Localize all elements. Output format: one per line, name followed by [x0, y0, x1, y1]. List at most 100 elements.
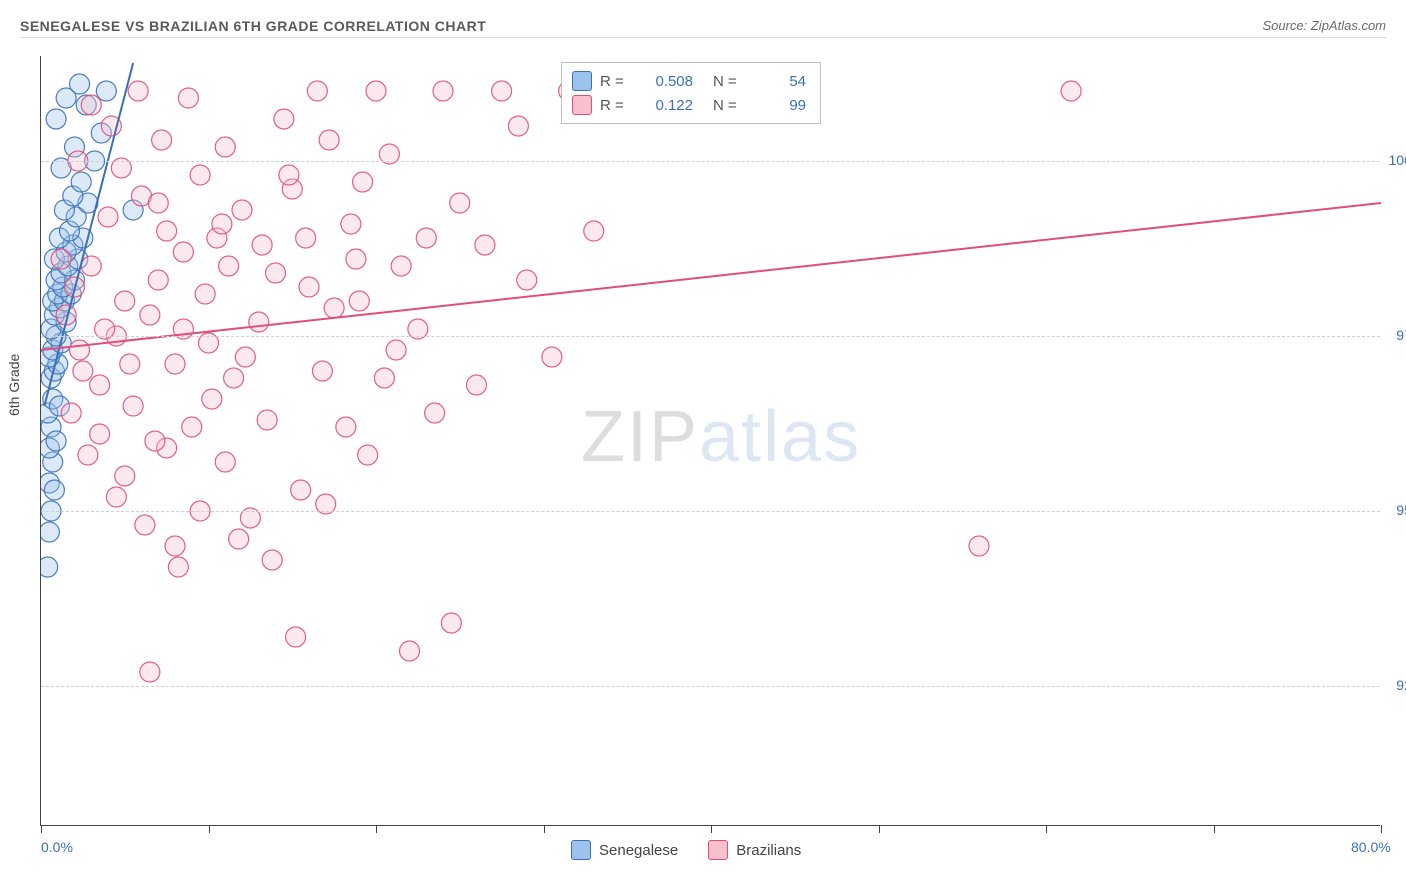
data-point	[157, 221, 177, 241]
data-point	[467, 375, 487, 395]
data-point	[71, 172, 91, 192]
data-point	[140, 305, 160, 325]
data-point	[106, 487, 126, 507]
series-legend: SenegaleseBrazilians	[571, 840, 801, 860]
data-point	[115, 291, 135, 311]
chart-plot-area: ZIPatlas R =0.508N =54R =0.122N =99 Sene…	[40, 56, 1380, 826]
data-point	[312, 361, 332, 381]
data-point	[266, 263, 286, 283]
data-point	[391, 256, 411, 276]
source-attribution: Source: ZipAtlas.com	[1262, 18, 1386, 33]
data-point	[299, 277, 319, 297]
gridline	[41, 686, 1380, 687]
data-point	[517, 270, 537, 290]
r-value: 0.122	[638, 97, 693, 114]
trend-line	[41, 203, 1381, 350]
r-value: 0.508	[638, 73, 693, 90]
data-point	[115, 466, 135, 486]
data-point	[346, 249, 366, 269]
r-label: R =	[600, 97, 630, 114]
data-point	[235, 347, 255, 367]
data-point	[81, 95, 101, 115]
data-point	[358, 445, 378, 465]
y-tick-label: 100.0%	[1389, 152, 1406, 168]
gridline	[41, 161, 1380, 162]
data-point	[41, 557, 58, 577]
n-value: 99	[751, 97, 806, 114]
data-point	[1061, 81, 1081, 101]
legend-item: Brazilians	[708, 840, 801, 860]
y-tick-label: 95.0%	[1396, 502, 1406, 518]
y-axis-label: 6th Grade	[6, 354, 22, 416]
data-point	[195, 284, 215, 304]
data-point	[341, 214, 361, 234]
scatter-plot-svg	[41, 56, 1381, 826]
data-point	[44, 480, 64, 500]
legend-swatch	[572, 71, 592, 91]
data-point	[135, 515, 155, 535]
data-point	[324, 298, 344, 318]
chart-title: SENEGALESE VS BRAZILIAN 6TH GRADE CORREL…	[20, 18, 486, 34]
data-point	[336, 417, 356, 437]
n-label: N =	[713, 73, 743, 90]
x-tick-label: 0.0%	[41, 839, 73, 855]
data-point	[78, 445, 98, 465]
data-point	[286, 627, 306, 647]
data-point	[274, 109, 294, 129]
data-point	[173, 242, 193, 262]
data-point	[96, 81, 116, 101]
data-point	[353, 172, 373, 192]
legend-swatch	[572, 95, 592, 115]
data-point	[165, 536, 185, 556]
x-tick	[711, 825, 712, 833]
data-point	[90, 375, 110, 395]
data-point	[128, 81, 148, 101]
x-tick	[209, 825, 210, 833]
data-point	[492, 81, 512, 101]
r-label: R =	[600, 73, 630, 90]
data-point	[319, 130, 339, 150]
data-point	[120, 354, 140, 374]
data-point	[386, 340, 406, 360]
data-point	[51, 249, 71, 269]
x-tick	[1046, 825, 1047, 833]
data-point	[182, 417, 202, 437]
data-point	[148, 270, 168, 290]
legend-swatch	[571, 840, 591, 860]
data-point	[219, 256, 239, 276]
data-point	[584, 221, 604, 241]
x-tick	[544, 825, 545, 833]
data-point	[81, 256, 101, 276]
data-point	[450, 193, 470, 213]
data-point	[168, 557, 188, 577]
data-point	[70, 340, 90, 360]
n-label: N =	[713, 97, 743, 114]
data-point	[41, 522, 59, 542]
x-tick	[1214, 825, 1215, 833]
data-point	[291, 480, 311, 500]
data-point	[262, 550, 282, 570]
gridline	[41, 336, 1380, 337]
y-tick-label: 97.5%	[1396, 327, 1406, 343]
data-point	[229, 529, 249, 549]
data-point	[98, 207, 118, 227]
data-point	[190, 165, 210, 185]
data-point	[70, 74, 90, 94]
data-point	[123, 396, 143, 416]
data-point	[542, 347, 562, 367]
data-point	[165, 354, 185, 374]
legend-row: R = 0.122 N = 99	[572, 93, 806, 117]
legend-swatch	[708, 840, 728, 860]
legend-label: Brazilians	[736, 842, 801, 859]
x-tick	[376, 825, 377, 833]
legend-row: R =0.508N =54	[572, 69, 806, 93]
data-point	[296, 228, 316, 248]
data-point	[279, 165, 299, 185]
data-point	[61, 403, 81, 423]
x-tick-label: 80.0%	[1351, 839, 1391, 855]
data-point	[969, 536, 989, 556]
data-point	[257, 410, 277, 430]
x-tick	[1381, 825, 1382, 833]
data-point	[433, 81, 453, 101]
data-point	[73, 361, 93, 381]
